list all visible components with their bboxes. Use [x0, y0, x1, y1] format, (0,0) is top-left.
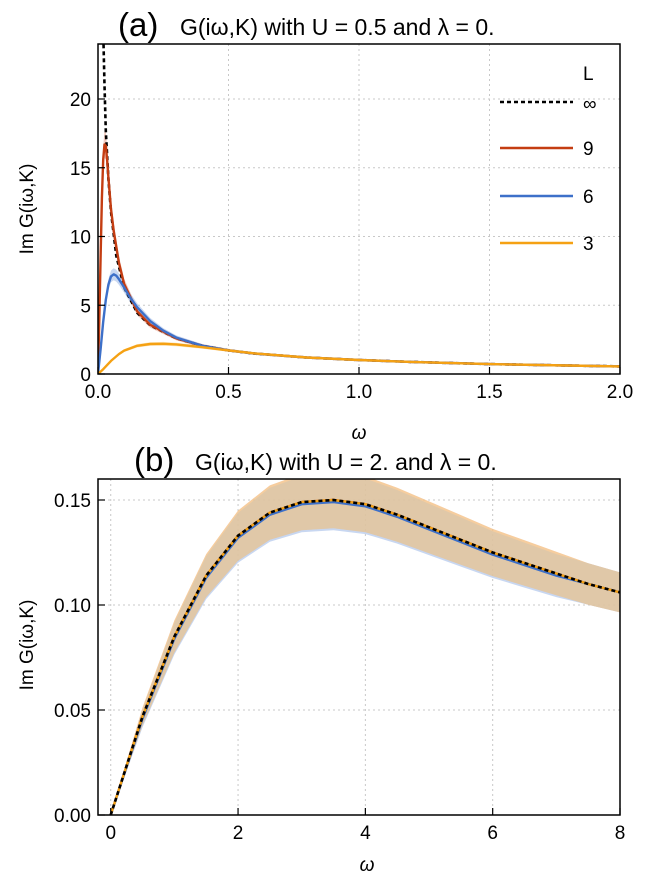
xtick-label-a-3: 1.5 [476, 382, 502, 403]
series-line-b-3 [109, 498, 620, 815]
legend: L ∞ 9 6 3 [500, 64, 597, 255]
panel-b-tag: (b) [134, 441, 174, 478]
xtick-label-b-0: 0 [105, 823, 116, 844]
xtick-label-a-2: 1.0 [346, 382, 372, 403]
legend-label-3: 3 [583, 234, 594, 255]
panel-b-series [109, 498, 620, 815]
xtick-label-a-0: 0.0 [85, 382, 111, 403]
ytick-label-a-2: 10 [70, 228, 91, 249]
series-line-a-inf [102, 44, 620, 368]
panel-b: (b) G(iω,K) with U = 2. and λ = 0. 0 2 4 6 8… [17, 441, 625, 876]
ytick-label-a-3: 15 [70, 159, 91, 180]
xtick-label-a-4: 2.0 [607, 382, 633, 403]
panel-a-title: G(iω,K) with U = 0.5 and λ = 0. [180, 14, 495, 40]
panel-b-axis-ticks: 0 2 4 6 8 0.00 0.05 0.10 0.15 [54, 491, 625, 844]
ytick-label-b-0: 0.00 [54, 806, 91, 827]
xtick-label-a-1: 0.5 [215, 382, 241, 403]
legend-label-9: 9 [583, 139, 594, 160]
panel-b-bands [110, 479, 620, 815]
ytick-label-a-4: 20 [70, 90, 91, 111]
legend-label-inf: ∞ [583, 94, 597, 115]
legend-title: L [583, 64, 594, 85]
panel-a-axis-ticks: 0.0 0.5 1.0 1.5 2.0 0 5 10 15 20 [70, 90, 633, 403]
panel-a: (a) G(iω,K) with U = 0.5 and λ = 0. 0.0 0… [17, 6, 633, 444]
panel-b-ylabel: Im G(iω,K) [17, 600, 38, 691]
legend-label-6: 6 [583, 187, 594, 208]
panel-a-grid [97, 44, 621, 375]
panel-a-series [98, 44, 620, 374]
xtick-label-b-2: 4 [360, 823, 371, 844]
ytick-label-b-1: 0.05 [54, 701, 91, 722]
xtick-label-b-3: 6 [487, 823, 498, 844]
xtick-label-b-4: 8 [615, 823, 626, 844]
panel-b-xlabel: ω [360, 855, 375, 876]
ytick-label-b-2: 0.10 [54, 596, 91, 617]
band-b-3 [110, 479, 620, 815]
ytick-label-b-3: 0.15 [54, 491, 91, 512]
panel-b-frame [97, 478, 621, 816]
panel-a-ylabel: Im G(iω,K) [17, 164, 38, 255]
ytick-label-a-0: 0 [80, 365, 91, 386]
panel-a-tag: (a) [118, 6, 158, 43]
xtick-label-b-1: 2 [233, 823, 244, 844]
panel-a-xlabel: ω [352, 423, 367, 444]
ytick-label-a-1: 5 [80, 296, 91, 317]
series-line-a-3 [98, 342, 620, 374]
panel-b-title: G(iω,K) with U = 2. and λ = 0. [195, 449, 497, 475]
